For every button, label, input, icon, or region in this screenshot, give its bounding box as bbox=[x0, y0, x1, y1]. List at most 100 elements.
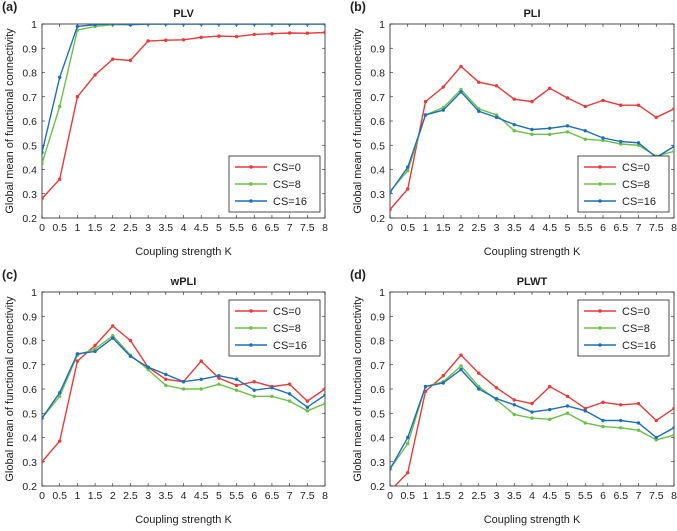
y-tick-label: 0.6 bbox=[370, 384, 385, 396]
x-tick-label: 7.5 bbox=[300, 490, 315, 502]
data-point bbox=[199, 35, 203, 40]
data-point bbox=[636, 401, 641, 406]
data-point bbox=[512, 412, 516, 417]
x-tick-label: 5 bbox=[565, 222, 571, 234]
data-point bbox=[601, 138, 605, 143]
y-tick-label: 0.4 bbox=[22, 433, 37, 445]
x-tick-label: 0.5 bbox=[400, 490, 415, 502]
data-point bbox=[234, 377, 239, 381]
x-tick-label: 3 bbox=[145, 222, 151, 234]
data-point bbox=[287, 399, 292, 403]
x-tick-label: 8 bbox=[322, 490, 328, 502]
legend-marker bbox=[249, 326, 253, 330]
data-point bbox=[672, 149, 674, 154]
y-tick-label: 0.9 bbox=[370, 43, 385, 55]
x-tick-label: 4.5 bbox=[194, 222, 209, 234]
data-point bbox=[406, 441, 410, 446]
data-point bbox=[57, 104, 62, 109]
data-point bbox=[234, 24, 239, 26]
data-point bbox=[111, 324, 115, 328]
data-point bbox=[512, 403, 516, 407]
data-point bbox=[512, 129, 516, 133]
data-point bbox=[530, 99, 534, 104]
data-point bbox=[252, 394, 256, 398]
panel-plwt: 0 0.5 1 1.5 2 2.5 3 3.5 4 4.5 5 5.5 6 6.5 7 7.5 8 0.2 0.3 0… bbox=[350, 268, 677, 526]
legend: CS=0 CS=8 CS=16 bbox=[228, 299, 321, 357]
legend-label: CS=0 bbox=[622, 306, 650, 318]
y-tick-label: 0.8 bbox=[22, 336, 37, 348]
legend-marker bbox=[249, 199, 253, 203]
data-point bbox=[601, 400, 605, 405]
legend-label: CS=16 bbox=[273, 196, 307, 208]
data-point bbox=[406, 435, 410, 440]
y-tick-label: 0.5 bbox=[370, 140, 385, 152]
data-point bbox=[252, 24, 256, 26]
legend-marker bbox=[249, 343, 253, 347]
data-point bbox=[305, 405, 310, 409]
legend-marker bbox=[598, 343, 602, 347]
data-point bbox=[654, 435, 658, 440]
data-point bbox=[601, 136, 605, 140]
x-tick-label: 4 bbox=[181, 490, 187, 502]
x-tick-label: 0 bbox=[387, 490, 393, 502]
data-point bbox=[636, 421, 641, 425]
data-point bbox=[305, 31, 310, 35]
data-point bbox=[75, 359, 80, 363]
x-tick-label: 0.5 bbox=[52, 490, 67, 502]
data-point bbox=[583, 409, 587, 413]
x-tick-label: 3.5 bbox=[159, 222, 174, 234]
panel-wpli: 0 0.5 1 1.5 2 2.5 3 3.5 4 4.5 5 5.5 6 6.5 7 7.5 8 0.2 0.3 0… bbox=[2, 268, 328, 526]
x-axis-label: Coupling strength K bbox=[484, 514, 581, 526]
data-point bbox=[548, 132, 552, 137]
data-point bbox=[164, 377, 168, 381]
x-tick-label: 7.5 bbox=[300, 222, 315, 234]
x-tick-label: 7 bbox=[636, 490, 642, 502]
y-tick-label: 1 bbox=[31, 19, 37, 31]
y-tick-label: 0.7 bbox=[370, 360, 385, 372]
data-point bbox=[270, 32, 274, 36]
data-point bbox=[619, 139, 623, 144]
data-point bbox=[217, 373, 221, 378]
x-tick-label: 8 bbox=[322, 222, 328, 234]
data-point bbox=[583, 406, 587, 411]
data-point bbox=[199, 377, 203, 381]
y-tick-label: 0.6 bbox=[370, 116, 385, 128]
data-point bbox=[323, 401, 325, 406]
data-point bbox=[128, 338, 133, 343]
plot-area bbox=[390, 64, 674, 212]
data-point bbox=[146, 367, 150, 372]
y-tick-label: 0.5 bbox=[22, 408, 37, 420]
x-tick-label: 3.5 bbox=[507, 222, 522, 234]
y-tick-label: 0.7 bbox=[370, 92, 385, 104]
panel-label: (a) bbox=[2, 0, 17, 14]
panel-label: (d) bbox=[350, 268, 366, 282]
data-point bbox=[583, 137, 587, 141]
x-tick-label: 3.5 bbox=[507, 490, 522, 502]
x-tick-label: 0 bbox=[39, 222, 45, 234]
data-point bbox=[406, 165, 410, 169]
legend-label: CS=0 bbox=[273, 162, 301, 174]
data-point bbox=[601, 98, 605, 103]
data-point bbox=[270, 394, 274, 398]
data-point bbox=[217, 376, 221, 380]
legend-marker bbox=[598, 326, 602, 330]
x-tick-label: 6 bbox=[251, 490, 257, 502]
data-point bbox=[128, 58, 133, 63]
plot-area bbox=[42, 24, 325, 201]
data-point bbox=[672, 426, 674, 430]
x-tick-label: 7 bbox=[287, 490, 293, 502]
data-point bbox=[111, 24, 115, 26]
data-point bbox=[477, 387, 481, 391]
data-point bbox=[181, 24, 186, 26]
data-point bbox=[423, 384, 428, 389]
data-point bbox=[441, 373, 445, 378]
data-point bbox=[672, 107, 674, 111]
data-point bbox=[477, 109, 481, 114]
data-point bbox=[672, 144, 674, 149]
data-point bbox=[111, 57, 115, 61]
legend-marker bbox=[598, 165, 602, 169]
x-axis-label: Coupling strength K bbox=[135, 514, 232, 526]
y-tick-label: 0.4 bbox=[22, 165, 37, 177]
x-tick-label: 0.5 bbox=[400, 222, 415, 234]
data-point bbox=[146, 365, 150, 369]
